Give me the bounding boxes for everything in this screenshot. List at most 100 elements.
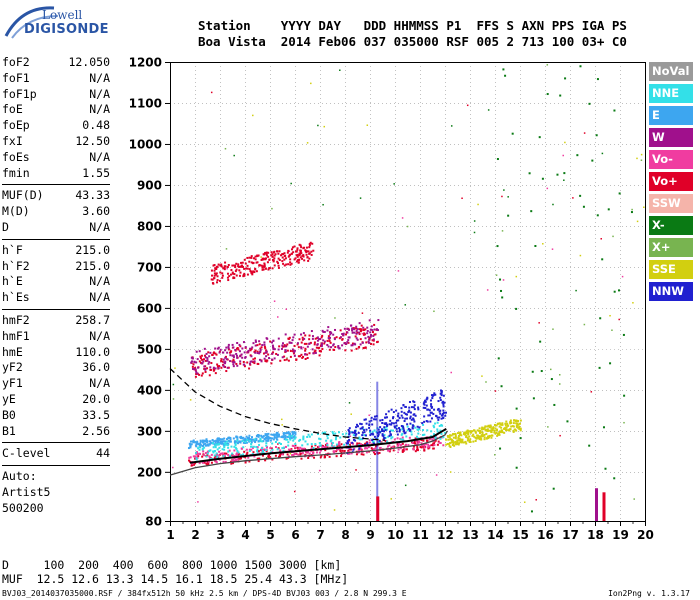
param-label: foEp xyxy=(2,118,30,133)
echo-point xyxy=(259,440,262,443)
echo-point xyxy=(465,431,468,434)
echo-point xyxy=(283,359,286,362)
echo-point xyxy=(301,254,304,257)
echo-point xyxy=(204,444,207,447)
echo-point xyxy=(246,351,249,354)
echo-point xyxy=(275,434,278,437)
echo-point xyxy=(195,457,198,460)
echo-point xyxy=(218,446,221,449)
echo-point xyxy=(346,327,349,330)
echo-point xyxy=(512,430,515,433)
echo-point xyxy=(293,333,296,336)
echo-point xyxy=(290,341,293,344)
echo-point xyxy=(190,356,193,359)
echo-point xyxy=(219,348,222,351)
echo-point xyxy=(328,455,331,458)
echo-point xyxy=(298,243,301,246)
echo-point xyxy=(214,455,217,458)
echo-point xyxy=(232,454,235,457)
echo-point xyxy=(486,289,489,291)
echo-point xyxy=(196,372,199,375)
echo-point xyxy=(439,429,442,432)
echo-point xyxy=(448,436,451,439)
echo-point xyxy=(204,359,207,362)
echo-point xyxy=(618,192,621,195)
echo-point xyxy=(505,426,508,429)
echo-point xyxy=(287,444,290,447)
echo-point xyxy=(276,353,279,356)
echo-point xyxy=(355,337,358,340)
echo-point xyxy=(445,443,448,446)
echo-point xyxy=(480,435,483,438)
echo-point xyxy=(352,434,355,437)
echo-point xyxy=(191,365,194,368)
echo-point xyxy=(233,273,236,276)
autoscaling-label: Auto: xyxy=(2,469,37,484)
echo-point xyxy=(295,250,298,253)
echo-point xyxy=(281,418,283,421)
echo-point xyxy=(198,350,201,353)
echo-point xyxy=(329,333,332,336)
echo-point xyxy=(213,274,216,277)
echo-point xyxy=(430,444,433,447)
echo-point xyxy=(254,349,257,352)
echo-point xyxy=(495,431,498,434)
echo-point xyxy=(251,346,254,349)
echo-point xyxy=(622,333,625,336)
echo-point xyxy=(218,351,221,354)
echo-point xyxy=(332,445,335,448)
echo-point xyxy=(471,434,474,437)
echo-point xyxy=(408,429,411,432)
echo-point xyxy=(273,264,276,267)
echo-point xyxy=(430,417,433,420)
echo-point xyxy=(267,251,270,254)
echo-point xyxy=(300,346,303,349)
echo-point xyxy=(368,414,370,417)
echo-point xyxy=(611,329,613,331)
echo-point xyxy=(292,350,295,353)
echo-point xyxy=(366,447,369,450)
echo-point xyxy=(504,74,507,77)
echo-point xyxy=(341,338,344,341)
echo-point xyxy=(324,431,327,434)
echo-point xyxy=(458,442,461,445)
echo-point xyxy=(206,452,209,455)
echo-point xyxy=(380,441,383,444)
echo-point xyxy=(379,446,382,449)
echo-point xyxy=(271,352,274,355)
echo-point xyxy=(408,410,411,413)
echo-point xyxy=(258,263,261,266)
echo-point xyxy=(264,437,267,440)
echo-point xyxy=(272,438,275,441)
echo-point xyxy=(267,435,270,438)
echo-point xyxy=(355,327,358,330)
echo-point xyxy=(383,427,386,430)
echo-point xyxy=(351,329,354,332)
echo-point xyxy=(283,432,286,435)
echo-point xyxy=(256,254,259,257)
echo-point xyxy=(404,431,407,434)
echo-point xyxy=(354,335,357,338)
echo-point xyxy=(484,425,487,428)
echo-point xyxy=(466,436,469,439)
echo-point xyxy=(588,102,591,105)
echo-point xyxy=(193,360,196,363)
echo-point xyxy=(353,431,356,434)
echo-point xyxy=(392,429,395,432)
echo-point xyxy=(278,250,281,253)
echo-point xyxy=(348,402,351,404)
echo-point xyxy=(466,104,469,107)
echo-point xyxy=(250,448,253,451)
echo-point xyxy=(369,328,372,331)
echo-point xyxy=(271,253,274,256)
echo-point xyxy=(221,276,224,279)
echo-point xyxy=(361,434,364,437)
divider xyxy=(2,184,110,186)
echo-point xyxy=(385,426,388,429)
echo-point xyxy=(232,264,235,267)
param-row: foF2 12.050 xyxy=(2,55,110,71)
echo-point xyxy=(212,446,215,449)
echo-point xyxy=(535,499,537,501)
echo-point xyxy=(232,358,235,361)
echo-point xyxy=(242,446,245,449)
